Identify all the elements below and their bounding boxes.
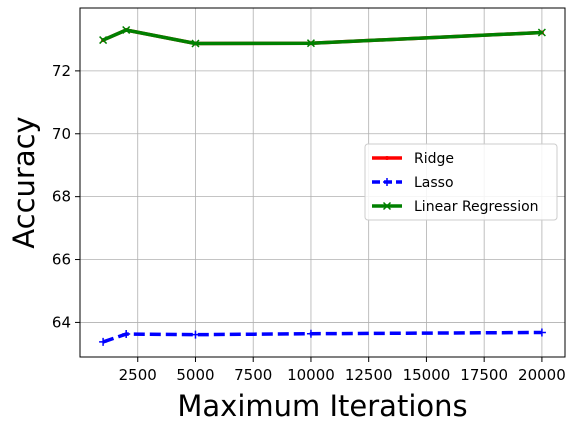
legend-label: Linear Regression [414,199,539,215]
y-tick-label: 68 [52,188,71,206]
legend-label: Lasso [414,175,454,191]
legend: Ridge Lasso Linear Regression [364,143,558,221]
series-line [102,330,542,344]
x-axis-ticks: 2500 5000 7500 10000 12500 15000 17500 20000 [119,357,566,384]
data-point [537,28,546,37]
x-axis-title: Maximum Iterations [177,389,467,423]
data-point [122,25,131,35]
data-point [122,330,131,339]
data-point [306,39,315,48]
legend-item-linear-regression: Linear Regression [372,199,539,215]
x-tick-label: 17500 [460,366,508,384]
x-tick-label: 20000 [518,366,566,384]
y-tick-label: 66 [52,251,71,269]
data-point [382,201,392,211]
y-tick-label: 70 [52,125,71,143]
data-point [99,337,108,346]
x-tick-label: 2500 [119,366,157,384]
legend-label: Ridge [414,151,454,167]
data-point [306,329,315,338]
legend-box [364,143,558,221]
data-point [385,156,389,160]
series-layer [99,25,546,346]
legend-item-lasso: Lasso [372,175,454,191]
series-lasso [99,328,546,346]
data-point [537,328,546,337]
y-axis-title: Accuracy [7,116,41,248]
data-point [99,36,108,45]
x-tick-label: 12500 [345,366,393,384]
series-line [102,28,542,46]
y-tick-label: 72 [52,62,71,80]
data-point [191,39,200,48]
data-point [383,178,391,186]
x-tick-label: 7500 [234,366,272,384]
x-tick-label: 5000 [176,366,214,384]
y-tick-label: 64 [52,313,71,331]
x-tick-label: 10000 [287,366,335,384]
data-point [191,330,200,339]
y-axis-ticks: 64 66 68 70 72 [52,62,80,331]
plot-area-frame [79,7,566,358]
legend-item-ridge: Ridge [372,151,454,167]
series-linear-regression [99,25,546,48]
x-tick-label: 15000 [403,366,451,384]
